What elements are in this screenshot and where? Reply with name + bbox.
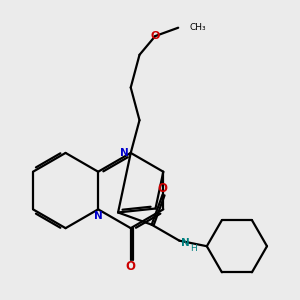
Text: CH₃: CH₃ [190, 23, 206, 32]
Text: O: O [151, 31, 160, 41]
Text: N: N [94, 211, 103, 221]
Text: O: O [158, 182, 168, 195]
Text: N: N [181, 238, 190, 248]
Text: N: N [120, 148, 129, 158]
Text: O: O [126, 260, 136, 273]
Text: H: H [190, 244, 196, 253]
